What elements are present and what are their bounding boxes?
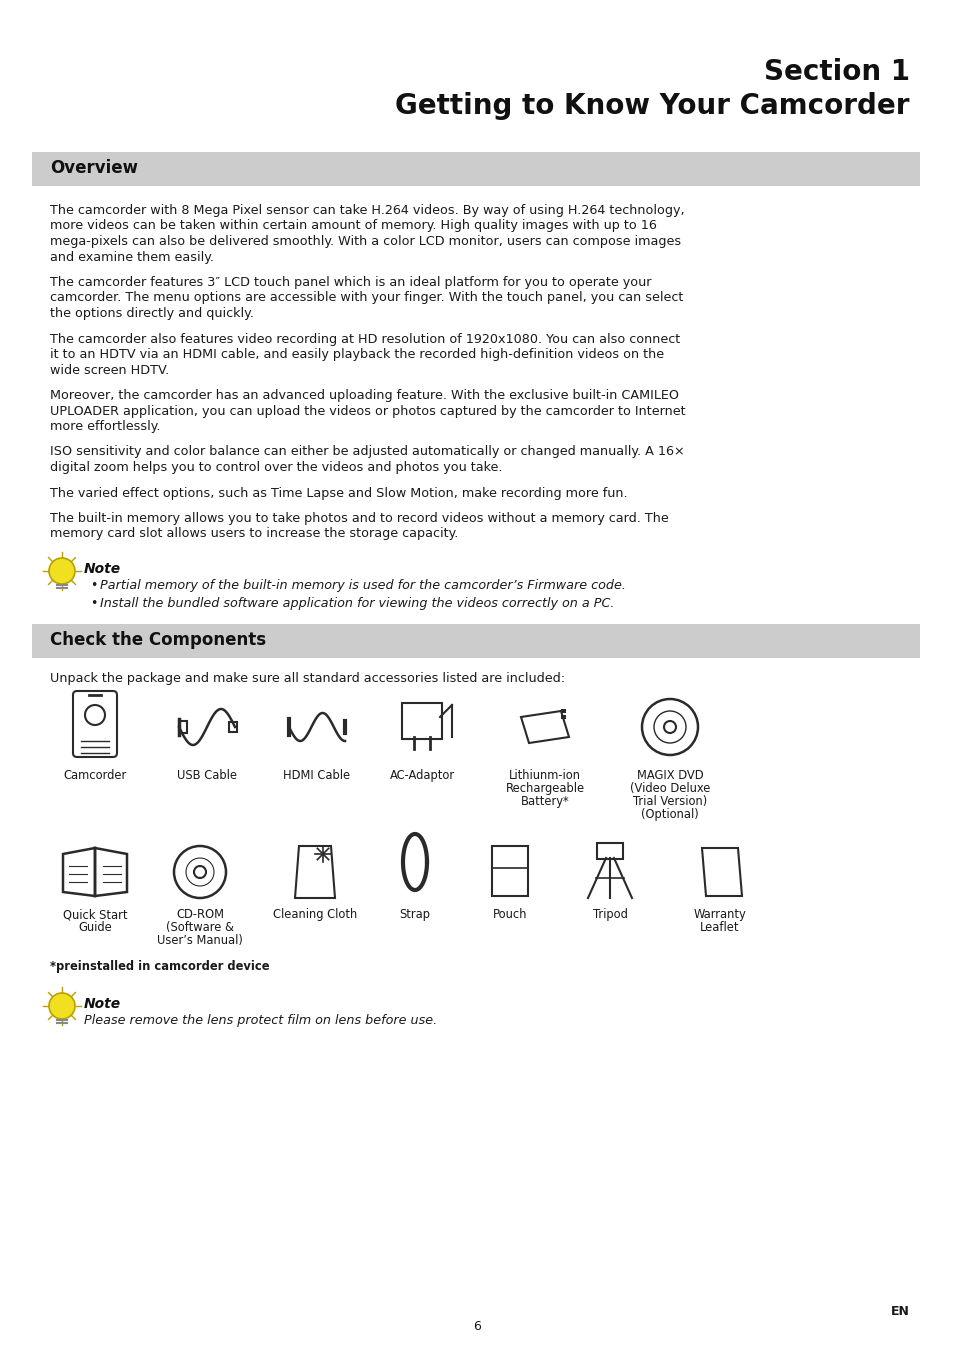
- Text: •: •: [90, 579, 97, 593]
- Text: and examine them easily.: and examine them easily.: [50, 251, 213, 263]
- Text: Getting to Know Your Camcorder: Getting to Know Your Camcorder: [395, 92, 909, 120]
- Text: •: •: [90, 597, 97, 610]
- Text: Overview: Overview: [50, 159, 138, 177]
- Text: MAGIX DVD: MAGIX DVD: [636, 769, 702, 782]
- Text: Pouch: Pouch: [493, 909, 527, 921]
- FancyBboxPatch shape: [560, 716, 565, 720]
- Text: Leaflet: Leaflet: [700, 921, 739, 934]
- Text: The camcorder with 8 Mega Pixel sensor can take H.264 videos. By way of using H.: The camcorder with 8 Mega Pixel sensor c…: [50, 204, 684, 217]
- Circle shape: [49, 994, 75, 1019]
- Text: Guide: Guide: [78, 921, 112, 934]
- Text: Cleaning Cloth: Cleaning Cloth: [273, 909, 356, 921]
- Text: Warranty: Warranty: [693, 909, 745, 921]
- Text: The varied effect options, such as Time Lapse and Slow Motion, make recording mo: The varied effect options, such as Time …: [50, 486, 627, 500]
- Text: CD-ROM: CD-ROM: [175, 909, 224, 921]
- Text: *preinstalled in camcorder device: *preinstalled in camcorder device: [50, 960, 269, 973]
- Text: Lithiunm-ion: Lithiunm-ion: [509, 769, 580, 782]
- Text: the options directly and quickly.: the options directly and quickly.: [50, 306, 253, 320]
- Text: Tripod: Tripod: [592, 909, 627, 921]
- Text: Trial Version): Trial Version): [632, 795, 706, 809]
- Text: wide screen HDTV.: wide screen HDTV.: [50, 363, 169, 377]
- Text: Note: Note: [84, 998, 121, 1011]
- Text: UPLOADER application, you can upload the videos or photos captured by the camcor: UPLOADER application, you can upload the…: [50, 405, 685, 417]
- Text: mega-pixels can also be delivered smoothly. With a color LCD monitor, users can : mega-pixels can also be delivered smooth…: [50, 235, 680, 248]
- Text: digital zoom helps you to control over the videos and photos you take.: digital zoom helps you to control over t…: [50, 460, 502, 474]
- Text: (Software &: (Software &: [166, 921, 233, 934]
- Text: The built-in memory allows you to take photos and to record videos without a mem: The built-in memory allows you to take p…: [50, 512, 668, 525]
- Text: Strap: Strap: [399, 909, 430, 921]
- Text: more videos can be taken within certain amount of memory. High quality images wi: more videos can be taken within certain …: [50, 220, 657, 232]
- Text: HDMI Cable: HDMI Cable: [283, 769, 350, 782]
- Text: Quick Start: Quick Start: [63, 909, 127, 921]
- FancyBboxPatch shape: [32, 624, 919, 657]
- Text: (Video Deluxe: (Video Deluxe: [629, 782, 709, 795]
- Text: Check the Components: Check the Components: [50, 630, 266, 649]
- Text: Install the bundled software application for viewing the videos correctly on a P: Install the bundled software application…: [100, 597, 614, 610]
- Text: Unpack the package and make sure all standard accessories listed are included:: Unpack the package and make sure all sta…: [50, 672, 564, 684]
- Text: Please remove the lens protect film on lens before use.: Please remove the lens protect film on l…: [84, 1014, 436, 1027]
- Text: (Optional): (Optional): [640, 809, 699, 821]
- Text: USB Cable: USB Cable: [177, 769, 236, 782]
- Text: Battery*: Battery*: [520, 795, 569, 809]
- Text: it to an HDTV via an HDMI cable, and easily playback the recorded high-definitio: it to an HDTV via an HDMI cable, and eas…: [50, 348, 663, 360]
- FancyBboxPatch shape: [560, 709, 565, 713]
- Text: User’s Manual): User’s Manual): [157, 934, 243, 946]
- Text: camcorder. The menu options are accessible with your finger. With the touch pane: camcorder. The menu options are accessib…: [50, 292, 682, 305]
- Text: Partial memory of the built-in memory is used for the camcorder’s Firmware code.: Partial memory of the built-in memory is…: [100, 579, 625, 593]
- Circle shape: [49, 558, 75, 585]
- Text: Note: Note: [84, 562, 121, 576]
- Text: ISO sensitivity and color balance can either be adjusted automatically or change: ISO sensitivity and color balance can ei…: [50, 446, 684, 459]
- Text: Moreover, the camcorder has an advanced uploading feature. With the exclusive bu: Moreover, the camcorder has an advanced …: [50, 389, 679, 402]
- Text: Camcorder: Camcorder: [63, 769, 127, 782]
- Text: Rechargeable: Rechargeable: [505, 782, 584, 795]
- Text: EN: EN: [890, 1305, 909, 1318]
- Text: The camcorder also features video recording at HD resolution of 1920x1080. You c: The camcorder also features video record…: [50, 332, 679, 346]
- Text: AC-Adaptor: AC-Adaptor: [389, 769, 454, 782]
- FancyBboxPatch shape: [32, 153, 919, 186]
- Text: more effortlessly.: more effortlessly.: [50, 420, 160, 433]
- Text: memory card slot allows users to increase the storage capacity.: memory card slot allows users to increas…: [50, 528, 457, 540]
- Text: The camcorder features 3″ LCD touch panel which is an ideal platform for you to : The camcorder features 3″ LCD touch pane…: [50, 275, 651, 289]
- Text: Section 1: Section 1: [763, 58, 909, 86]
- Text: 6: 6: [473, 1320, 480, 1332]
